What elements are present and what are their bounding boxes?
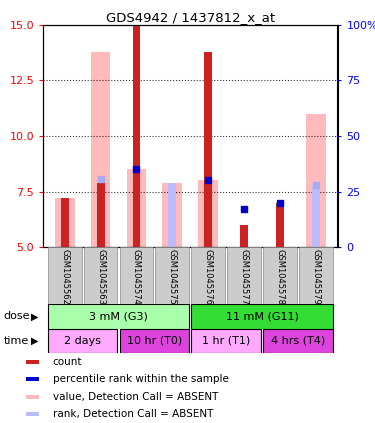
Text: value, Detection Call = ABSENT: value, Detection Call = ABSENT [53,392,218,402]
Bar [61,198,69,247]
Bar [204,52,212,247]
Bar [191,304,333,329]
Bar [299,247,333,304]
Bar [48,247,81,304]
Text: GSM1045577: GSM1045577 [240,249,249,305]
Bar [26,395,39,399]
Text: ▶: ▶ [31,336,39,346]
Bar [84,247,117,304]
Bar [26,412,39,416]
Title: GDS4942 / 1437812_x_at: GDS4942 / 1437812_x_at [106,11,275,24]
Bar [162,183,182,247]
Bar [191,247,225,304]
Bar [240,225,248,247]
Text: GSM1045562: GSM1045562 [60,249,69,305]
Text: 10 hr (T0): 10 hr (T0) [127,336,182,346]
Bar [306,114,326,247]
Bar [61,198,69,247]
Bar [120,329,189,353]
Text: 4 hrs (T4): 4 hrs (T4) [271,336,325,346]
Bar [48,304,189,329]
Text: GSM1045576: GSM1045576 [204,249,213,305]
Bar [132,25,140,247]
Text: count: count [53,357,82,367]
Text: GSM1045575: GSM1045575 [168,249,177,305]
Text: 3 mM (G3): 3 mM (G3) [89,311,148,321]
Bar [26,377,39,381]
Text: GSM1045578: GSM1045578 [276,249,285,305]
Text: 2 days: 2 days [64,336,101,346]
Text: GSM1045579: GSM1045579 [312,249,321,305]
Text: GSM1045574: GSM1045574 [132,249,141,305]
Text: GSM1045563: GSM1045563 [96,249,105,305]
Bar [227,247,261,304]
Text: time: time [4,336,29,346]
Bar [97,183,105,247]
Bar [191,329,261,353]
Bar [156,247,189,304]
Bar [26,360,39,364]
Bar [91,52,110,247]
Bar [312,185,320,247]
Text: rank, Detection Call = ABSENT: rank, Detection Call = ABSENT [53,409,213,419]
Text: dose: dose [4,311,30,321]
Text: 1 hr (T1): 1 hr (T1) [202,336,250,346]
Bar [48,329,117,353]
Bar [55,198,75,247]
Bar [263,329,333,353]
Bar [276,203,284,247]
Text: percentile rank within the sample: percentile rank within the sample [53,374,228,385]
Text: 11 mM (G11): 11 mM (G11) [226,311,298,321]
Bar [198,181,218,247]
Bar [168,183,176,247]
Bar [263,247,297,304]
Bar [127,169,146,247]
Text: ▶: ▶ [31,311,39,321]
Bar [120,247,153,304]
